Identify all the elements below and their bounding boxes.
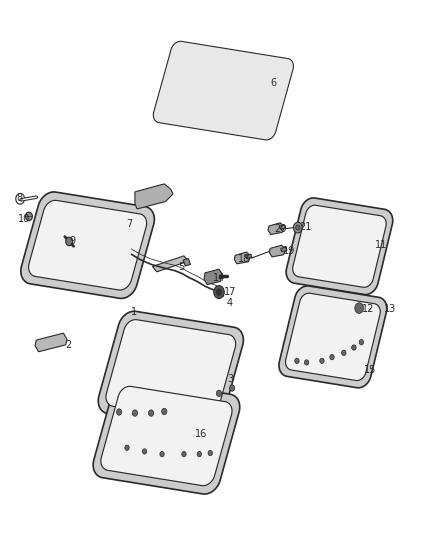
Text: 7: 7 — [126, 219, 132, 229]
Polygon shape — [106, 320, 236, 421]
Polygon shape — [281, 247, 287, 252]
Circle shape — [230, 385, 235, 391]
Circle shape — [296, 225, 300, 230]
Polygon shape — [153, 41, 293, 140]
Text: 18: 18 — [238, 254, 251, 263]
Circle shape — [162, 408, 167, 415]
Polygon shape — [183, 259, 191, 266]
Circle shape — [182, 451, 186, 457]
Text: 1: 1 — [131, 307, 137, 317]
Text: 17: 17 — [224, 287, 236, 297]
Text: 3: 3 — [227, 375, 233, 384]
Circle shape — [208, 450, 212, 456]
Polygon shape — [246, 254, 252, 259]
Text: 8: 8 — [17, 193, 23, 203]
Polygon shape — [268, 223, 285, 235]
Text: 5: 5 — [179, 262, 185, 271]
Circle shape — [25, 212, 32, 221]
Polygon shape — [279, 225, 286, 229]
Polygon shape — [269, 245, 286, 257]
Circle shape — [293, 222, 302, 233]
Polygon shape — [204, 269, 223, 285]
Circle shape — [142, 449, 147, 454]
Circle shape — [216, 390, 222, 397]
Text: 21: 21 — [300, 222, 312, 231]
Polygon shape — [98, 311, 244, 430]
Circle shape — [117, 409, 122, 415]
Polygon shape — [234, 252, 251, 264]
Circle shape — [355, 303, 364, 313]
Polygon shape — [28, 200, 147, 290]
Polygon shape — [93, 378, 240, 494]
Polygon shape — [35, 333, 67, 352]
Polygon shape — [152, 256, 188, 272]
Circle shape — [197, 451, 201, 457]
Circle shape — [214, 286, 224, 298]
Circle shape — [148, 410, 154, 416]
Text: 6: 6 — [271, 78, 277, 87]
Circle shape — [66, 237, 73, 246]
Text: 14: 14 — [213, 273, 225, 283]
Circle shape — [342, 350, 346, 356]
Text: 19: 19 — [283, 246, 295, 255]
Circle shape — [216, 289, 222, 295]
Polygon shape — [135, 184, 173, 209]
Circle shape — [132, 410, 138, 416]
Text: 13: 13 — [384, 304, 396, 314]
Circle shape — [160, 451, 164, 457]
Polygon shape — [279, 286, 387, 388]
Circle shape — [125, 445, 129, 450]
Text: 20: 20 — [274, 224, 286, 234]
Text: 9: 9 — [69, 236, 75, 246]
Text: 12: 12 — [362, 304, 374, 314]
Text: 16: 16 — [195, 430, 208, 439]
Polygon shape — [286, 198, 393, 295]
Circle shape — [295, 358, 299, 364]
Circle shape — [330, 354, 334, 360]
Polygon shape — [293, 205, 386, 287]
Text: 4: 4 — [227, 298, 233, 308]
Circle shape — [359, 340, 364, 345]
Circle shape — [352, 345, 356, 350]
Polygon shape — [21, 192, 154, 298]
Polygon shape — [101, 386, 232, 486]
Circle shape — [320, 358, 324, 364]
Text: 15: 15 — [364, 366, 376, 375]
Polygon shape — [286, 293, 380, 381]
Text: 2: 2 — [65, 341, 71, 350]
Text: 10: 10 — [18, 214, 30, 223]
Circle shape — [304, 360, 309, 365]
Text: 11: 11 — [375, 240, 387, 250]
